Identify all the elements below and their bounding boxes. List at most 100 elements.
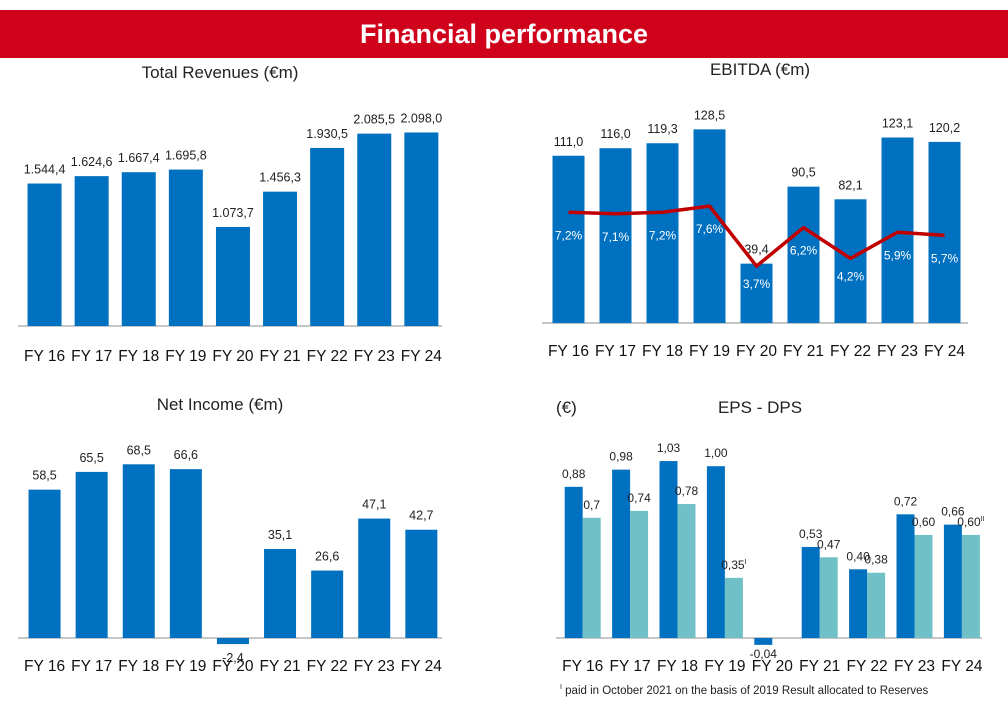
footnote: I paid in October 2021 on the basis of 2… <box>560 684 928 697</box>
bar <box>693 129 726 323</box>
x-tick-label: FY 19 <box>165 658 206 675</box>
footnote-mark: I <box>560 684 562 691</box>
x-tick-label: FY 21 <box>783 343 824 360</box>
bar-value-label: 82,1 <box>838 178 862 192</box>
x-tick-label: FY 16 <box>24 658 65 675</box>
bar <box>27 183 62 326</box>
eps-bar <box>849 569 868 638</box>
x-tick-label: FY 24 <box>401 348 442 365</box>
margin-value-label: 5,9% <box>884 248 912 262</box>
bar <box>74 176 109 326</box>
x-tick-label: FY 22 <box>307 658 348 675</box>
bar <box>28 489 61 638</box>
x-tick-label: FY 18 <box>657 658 698 675</box>
bar <box>357 133 392 326</box>
margin-value-label: 7,1% <box>602 230 630 244</box>
x-tick-label: FY 16 <box>562 658 603 675</box>
x-tick-label: FY 23 <box>894 658 935 675</box>
x-tick-label: FY 22 <box>307 348 348 365</box>
dps-value-label: 0,60II <box>957 515 984 529</box>
x-tick-label: FY 19 <box>165 348 206 365</box>
margin-value-label: 4,2% <box>837 269 865 283</box>
page-title: Financial performance <box>359 19 649 49</box>
x-tick-label: FY 24 <box>401 658 442 675</box>
bar <box>216 638 249 645</box>
bar-value-label: 68,5 <box>127 443 151 457</box>
bar-value-label: 65,5 <box>79 451 103 465</box>
bar <box>405 529 438 638</box>
bar <box>740 263 773 323</box>
x-tick-label: FY 19 <box>704 658 745 675</box>
bar-value-label: -2,4 <box>222 651 244 665</box>
dps-value-label: 0,7 <box>583 498 600 512</box>
x-tick-label: FY 17 <box>71 348 112 365</box>
bar-value-label: 116,0 <box>600 127 630 141</box>
bar <box>404 132 439 326</box>
dps-bar <box>819 557 838 638</box>
x-tick-label: FY 22 <box>847 658 888 675</box>
dps-value-label: 0,35I <box>721 558 746 572</box>
x-tick-label: FY 16 <box>548 343 589 360</box>
bar-value-label: 1.456,3 <box>259 171 301 185</box>
bar <box>121 172 156 326</box>
eps-value-label: 0,53 <box>799 527 823 541</box>
x-tick-label: FY 21 <box>260 658 301 675</box>
bar-value-label: 66,6 <box>174 448 198 462</box>
x-tick-label: FY 18 <box>118 348 159 365</box>
bar-value-label: 119,3 <box>647 122 677 136</box>
dps-footnote-mark: I <box>745 559 747 566</box>
dps-value-label: 0,38 <box>864 553 888 567</box>
eps-dps-chart-title: EPS - DPS <box>717 398 803 417</box>
x-tick-label: FY 17 <box>595 343 636 360</box>
x-tick-label: FY 24 <box>924 343 965 360</box>
eps-bar <box>754 638 773 645</box>
bar <box>928 141 961 323</box>
bar <box>264 548 297 638</box>
margin-value-label: 7,6% <box>696 222 724 236</box>
bar-value-label: 111,0 <box>554 135 583 149</box>
dps-value-label: 0,78 <box>675 484 699 498</box>
dps-bar <box>630 510 649 638</box>
margin-value-label: 5,7% <box>931 251 959 265</box>
bar <box>646 143 679 323</box>
bar-value-label: 42,7 <box>409 509 433 523</box>
bar <box>263 191 298 326</box>
eps-bar <box>706 466 725 638</box>
bar-value-label: 128,5 <box>694 108 725 122</box>
x-tick-label: FY 18 <box>642 343 683 360</box>
bar <box>310 147 345 326</box>
dps-bar <box>724 577 743 638</box>
footnote-text: paid in October 2021 on the basis of 201… <box>565 684 929 697</box>
x-tick-label: FY 20 <box>736 343 777 360</box>
x-tick-label: FY 24 <box>941 658 982 675</box>
revenues-chart-title: Total Revenues (€m) <box>141 63 299 82</box>
dps-bar <box>961 534 980 638</box>
x-tick-label: FY 17 <box>71 658 112 675</box>
dps-bar <box>914 534 933 638</box>
eps-value-label: -0,04 <box>750 647 778 661</box>
bar-value-label: 58,5 <box>32 469 56 483</box>
bar <box>881 137 914 323</box>
eps-value-label: 0,40 <box>846 549 870 563</box>
bar-value-label: 1.624,6 <box>71 155 113 169</box>
bar <box>787 186 820 323</box>
x-tick-label: FY 20 <box>212 348 253 365</box>
ebitda-margin-line <box>568 204 945 268</box>
eps-bar <box>896 514 915 638</box>
eps-value-label: 0,88 <box>562 467 586 481</box>
x-tick-label: FY 23 <box>354 348 395 365</box>
ebitda-chart-title: EBITDA (€m) <box>709 60 811 79</box>
bar-value-label: 2.098,0 <box>400 111 442 125</box>
bar-value-label: 47,1 <box>362 498 386 512</box>
x-tick-label: FY 20 <box>212 658 253 675</box>
eps-value-label: 0,98 <box>609 450 633 464</box>
x-tick-label: FY 20 <box>752 658 793 675</box>
margin-value-label: 3,7% <box>743 277 771 291</box>
eps-bar <box>943 524 962 638</box>
bar <box>168 169 203 326</box>
bar-value-label: 90,5 <box>791 166 815 180</box>
dps-value-label: 0,60 <box>912 515 936 529</box>
dps-bar <box>582 517 601 638</box>
bar-value-label: 39,4 <box>744 243 768 257</box>
